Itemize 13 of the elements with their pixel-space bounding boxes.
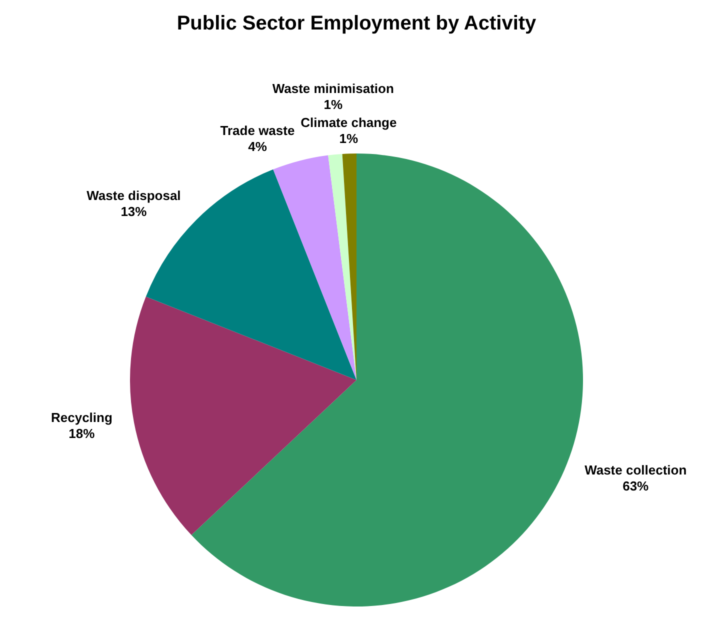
slice-label: Climate change bbox=[300, 115, 397, 130]
data-label: 18% bbox=[68, 426, 96, 442]
slice-label: Waste disposal bbox=[86, 188, 181, 203]
slice-label: Waste collection bbox=[584, 462, 687, 478]
data-label: 13% bbox=[120, 204, 148, 219]
slice-label: Waste minimisation bbox=[272, 81, 394, 96]
data-label: 1% bbox=[339, 131, 359, 146]
data-label: 4% bbox=[248, 138, 268, 154]
chart-title: Public Sector Employment by Activity bbox=[176, 12, 538, 35]
data-label: 1% bbox=[324, 97, 343, 112]
data-label: 63% bbox=[622, 478, 650, 494]
slice-label: Recycling bbox=[50, 410, 112, 426]
slice-label: Trade waste bbox=[220, 122, 295, 138]
